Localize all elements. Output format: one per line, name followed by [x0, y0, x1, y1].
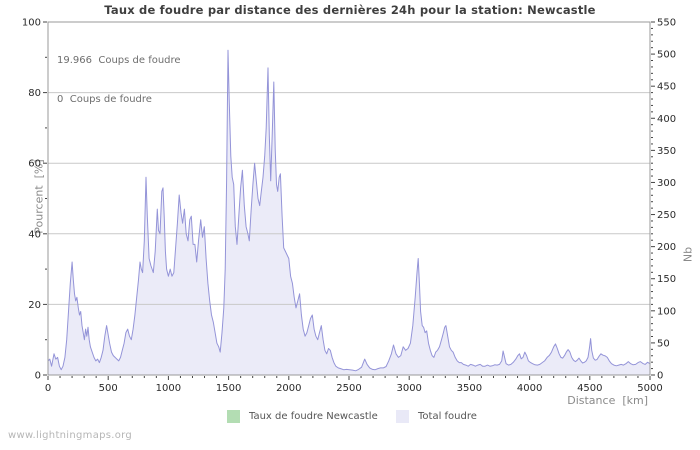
x-tick-label: 3500 [457, 383, 482, 394]
y-right-tick-label: 350 [657, 146, 676, 157]
y-right-tick-label: 250 [657, 210, 676, 221]
y-right-tick-label: 0 [657, 371, 663, 382]
y-right-tick-label: 500 [657, 50, 676, 61]
x-tick-label: 5000 [637, 383, 662, 394]
plot-frame [47, 21, 651, 376]
y-right-tick-label: 150 [657, 274, 676, 285]
y-left-tick-label: 20 [28, 300, 41, 311]
legend-label-newcastle-rate: Taux de foudre Newcastle [249, 411, 378, 422]
y-left-tick-label: 0 [35, 371, 41, 382]
strike-count-annotation: 19.966 Coups de foudre 0 Coups de foudre [57, 28, 181, 132]
x-tick-label: 4000 [517, 383, 542, 394]
chart-title: Taux de foudre par distance des dernière… [104, 3, 596, 17]
x-tick-label: 500 [99, 383, 118, 394]
y-right-tick-label: 100 [657, 306, 676, 317]
y-right-tick-label: 200 [657, 242, 676, 253]
total-lightning-swatch [396, 410, 409, 423]
watermark: www.lightningmaps.org [8, 430, 133, 441]
newcastle-rate-swatch [227, 410, 240, 423]
x-tick-label: 4500 [577, 383, 602, 394]
x-tick-label: 1500 [216, 383, 241, 394]
y-left-tick-label: 60 [28, 159, 41, 170]
y-right-tick-label: 450 [657, 82, 676, 93]
total-lightning-area-fill [48, 50, 650, 375]
y-right-tick-label: 300 [657, 178, 676, 189]
total-strike-count: 19.966 Coups de foudre [57, 55, 181, 66]
x-tick-label: 0 [45, 383, 51, 394]
total-lightning-line [47, 49, 651, 372]
x-tick-label: 1000 [156, 383, 181, 394]
y-right-tick-label: 550 [657, 18, 676, 29]
x-tick-label: 2000 [276, 383, 301, 394]
y-right-tick-label: 400 [657, 114, 676, 125]
legend-item-total-lightning: Total foudre [396, 410, 477, 423]
y-right-tick-label: 50 [657, 338, 670, 349]
legend-item-newcastle-rate: Taux de foudre Newcastle [227, 410, 378, 423]
x-tick-label: 2500 [336, 383, 361, 394]
x-tick-label: 3000 [396, 383, 421, 394]
x-axis-label: Distance [km] [567, 394, 648, 407]
y-left-tick-label: 100 [22, 18, 41, 29]
y-left-tick-label: 40 [28, 229, 41, 240]
legend-label-total-lightning: Total foudre [418, 411, 477, 422]
station-strike-count: 0 Coups de foudre [57, 94, 152, 105]
y-left-tick-label: 80 [28, 88, 41, 99]
